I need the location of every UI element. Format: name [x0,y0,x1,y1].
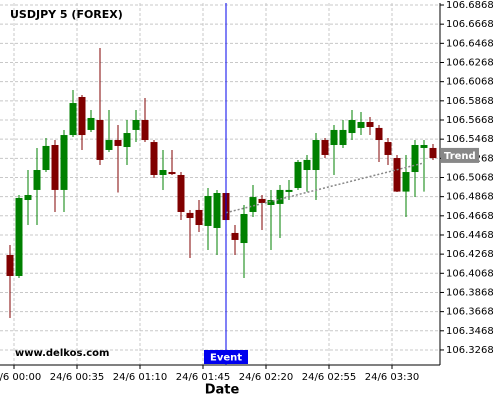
y-tick-label: 106.3868 [446,287,494,298]
trend-label: Trend [444,151,476,162]
x-tick-label: 24/6 02:20 [239,372,293,383]
y-tick-label: 106.6868 [446,0,494,11]
candle-body [267,200,275,205]
y-tick-label: 106.4068 [446,268,494,279]
candle-body [15,197,23,276]
grid [0,3,440,365]
candle-body [231,232,239,240]
event-label: Event [210,353,242,364]
y-tick-label: 106.6068 [446,77,494,88]
candle-body [357,122,365,128]
candle-body [321,140,329,155]
candle-body [150,142,158,175]
candle-body [33,170,41,190]
x-tick-label: 24/6 01:10 [113,372,167,383]
candle-body [330,129,338,146]
candle-body [159,170,167,175]
candle-body [294,161,302,189]
y-tick-label: 106.5068 [446,172,494,183]
candle-body [402,172,410,192]
candle-body [258,198,266,203]
candle-body [186,212,194,219]
candle-body [339,129,347,146]
candle-body [78,96,86,136]
y-tick-label: 106.5468 [446,134,494,145]
candle-body [24,195,32,201]
candle-body [348,119,356,134]
candle-body [375,127,383,141]
plot [6,48,437,318]
candle-body [141,119,149,141]
candle-body [69,103,77,136]
y-tick-label: 106.3268 [446,345,494,356]
candle-body [384,142,392,155]
y-tick-label: 106.4268 [446,249,494,260]
candle-body [429,147,437,159]
candle-body [87,117,95,130]
y-tick-label: 106.3468 [446,326,494,337]
event-box [204,350,248,364]
x-axis-title: Date [205,383,240,398]
watermark: www.delkos.com [15,348,109,359]
y-tick-label: 106.6268 [446,58,494,69]
candle-body [105,140,113,150]
x-tick-label: 24/6 02:55 [302,372,356,383]
candle-body [276,189,284,204]
candle-body [60,135,68,190]
trend-label-box [441,147,479,163]
candle-body [285,189,293,192]
candle-body [312,140,320,171]
candle-body [366,122,374,127]
y-tick-label: 106.4868 [446,192,494,203]
candle-body [168,172,176,175]
candle-body [132,119,140,130]
y-tick-label: 106.5868 [446,96,494,107]
candle-body [96,119,104,160]
y-tick-label: 106.5668 [446,115,494,126]
chart-title: USDJPY 5 (FOREX) [10,8,123,21]
candle-body [6,255,14,276]
x-tick-label: 24/6 03:30 [365,372,419,383]
candle-body [240,213,248,244]
candle-body [204,195,212,226]
candle-body [114,140,122,146]
y-tick-label: 106.4668 [446,211,494,222]
candle-body [42,145,50,171]
candle-body [195,209,203,226]
x-tick-label: 24/6 01:45 [176,372,230,383]
candle-body [249,197,257,212]
candle-body [303,159,311,171]
x-tick-label: 24/6 00:35 [50,372,104,383]
y-tick-label: 106.4468 [446,230,494,241]
candle-body [177,174,185,212]
y-tick-label: 106.3668 [446,307,494,318]
y-tick-label: 106.6668 [446,19,494,30]
y-tick-label: 106.6468 [446,38,494,49]
x-tick-label: 24/6 00:00 [0,372,41,383]
candle-body [213,193,221,228]
candle-body [411,145,419,173]
candle-body [420,145,428,148]
candle-body [393,158,401,192]
candle-body [123,133,131,148]
candle-body [51,145,59,190]
